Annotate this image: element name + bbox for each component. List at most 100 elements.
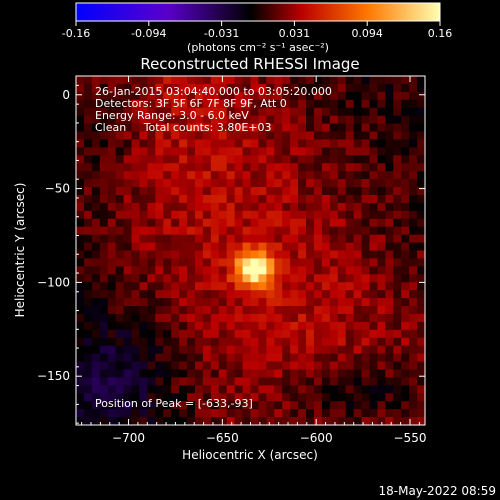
heatmap-pixel — [91, 290, 101, 299]
heatmap-pixel — [202, 194, 212, 204]
heatmap-pixel — [187, 234, 196, 244]
heatmap-pixel — [266, 282, 275, 291]
heatmap-pixel — [226, 409, 236, 418]
heatmap-pixel — [218, 123, 228, 133]
heatmap-pixel — [83, 83, 93, 93]
heatmap-pixel — [202, 393, 212, 402]
heatmap-pixel — [282, 361, 291, 371]
heatmap-pixel — [337, 99, 347, 109]
heatmap-pixel — [345, 202, 355, 212]
heatmap-pixel — [306, 258, 315, 267]
heatmap-pixel — [202, 99, 212, 109]
heatmap-pixel — [266, 107, 275, 117]
heatmap-pixel — [329, 139, 339, 148]
heatmap-pixel — [83, 218, 93, 228]
heatmap-pixel — [329, 234, 339, 244]
heatmap-pixel — [210, 234, 220, 244]
heatmap-pixel — [115, 282, 125, 291]
heatmap-pixel — [345, 258, 355, 267]
heatmap-pixel — [329, 115, 339, 125]
heatmap-pixel — [298, 290, 307, 299]
heatmap-pixel — [290, 345, 299, 355]
heatmap-pixel — [187, 417, 196, 426]
heatmap-pixel — [234, 313, 244, 323]
heatmap-pixel — [107, 131, 117, 141]
heatmap-pixel — [187, 266, 196, 275]
heatmap-pixel — [194, 91, 204, 101]
heatmap-pixel — [377, 298, 386, 307]
heatmap-pixel — [234, 417, 244, 426]
heatmap-pixel — [361, 210, 371, 220]
heatmap-pixel — [290, 361, 299, 371]
heatmap-pixel — [187, 369, 196, 379]
heatmap-pixel — [258, 337, 267, 347]
heatmap-pixel — [329, 266, 339, 275]
heatmap-pixel — [218, 242, 228, 252]
heatmap-pixel — [147, 274, 156, 283]
heatmap-pixel — [298, 409, 307, 418]
heatmap-pixel — [321, 107, 331, 117]
heatmap-pixel — [306, 155, 315, 164]
heatmap-pixel — [321, 313, 331, 323]
heatmap-pixel — [155, 282, 164, 291]
heatmap-pixel — [210, 393, 220, 402]
heatmap-pixel — [313, 377, 323, 386]
heatmap-pixel — [163, 258, 172, 267]
heatmap-pixel — [306, 226, 315, 236]
heatmap-pixel — [282, 163, 291, 172]
heatmap-pixel — [401, 282, 410, 291]
heatmap-pixel — [282, 155, 291, 164]
heatmap-pixel — [377, 123, 386, 133]
heatmap-pixel — [139, 345, 148, 355]
heatmap-pixel — [321, 163, 331, 172]
heatmap-pixel — [385, 290, 394, 299]
heatmap-pixel — [401, 163, 410, 172]
heatmap-pixel — [163, 353, 172, 363]
heatmap-pixel — [306, 123, 315, 133]
heatmap-pixel — [274, 123, 283, 133]
heatmap-pixel — [76, 99, 85, 109]
heatmap-pixel — [329, 202, 339, 212]
heatmap-pixel — [147, 393, 156, 402]
heatmap-pixel — [83, 171, 93, 180]
heatmap-pixel — [76, 345, 85, 355]
heatmap-pixel — [282, 353, 291, 363]
heatmap-pixel — [274, 171, 283, 180]
heatmap-pixel — [393, 107, 402, 117]
heatmap-pixel — [258, 210, 267, 220]
heatmap-pixel — [361, 337, 371, 347]
heatmap-pixel — [107, 155, 117, 164]
heatmap-pixel — [337, 321, 347, 331]
heatmap-pixel — [234, 234, 244, 244]
heatmap-pixel — [321, 266, 331, 275]
heatmap-pixel — [226, 385, 236, 394]
heatmap-pixel — [91, 345, 101, 355]
heatmap-pixel — [179, 139, 188, 148]
heatmap-pixel — [313, 401, 323, 410]
heatmap-pixel — [202, 353, 212, 363]
heatmap-pixel — [242, 91, 252, 101]
heatmap-pixel — [139, 250, 148, 260]
heatmap-pixel — [179, 274, 188, 283]
heatmap-pixel — [131, 313, 141, 323]
heatmap-pixel — [83, 361, 93, 371]
heatmap-pixel — [202, 345, 212, 355]
heatmap-pixel — [99, 393, 109, 402]
heatmap-pixel — [115, 123, 125, 133]
heatmap-pixel — [107, 329, 117, 339]
heatmap-pixel — [163, 123, 172, 133]
heatmap-pixel — [266, 139, 275, 148]
heatmap-pixel — [107, 369, 117, 379]
colorbar-tick-label: -0.16 — [62, 27, 90, 40]
heatmap-pixel — [202, 282, 212, 291]
heatmap-pixel — [385, 163, 394, 172]
heatmap-pixel — [337, 274, 347, 283]
x-tick-label: −550 — [394, 431, 427, 445]
heatmap-pixel — [91, 210, 101, 220]
heatmap-pixel — [234, 123, 244, 133]
heatmap-pixel — [115, 306, 125, 315]
colorbar-tick-label: -0.031 — [204, 27, 239, 40]
heatmap-pixel — [210, 187, 220, 196]
heatmap-pixel — [337, 187, 347, 196]
heatmap-pixel — [393, 187, 402, 196]
